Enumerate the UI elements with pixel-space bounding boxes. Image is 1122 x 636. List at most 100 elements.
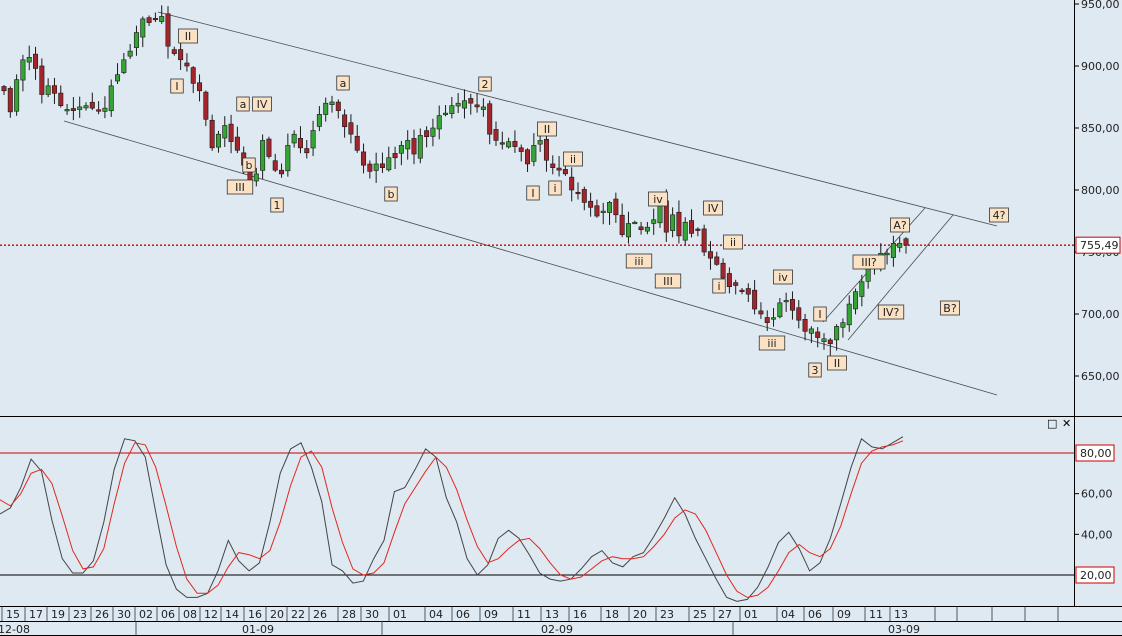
candle-body xyxy=(424,130,430,137)
osc-tick-label: 60,00 xyxy=(1081,488,1113,501)
day-label: 20 xyxy=(633,608,647,621)
day-label: 06 xyxy=(808,608,822,621)
wave-label-box xyxy=(852,254,886,270)
day-label: 12 xyxy=(204,608,218,621)
stochastic-panel: 60,00 40,00 80,00 20,00 xyxy=(0,418,1115,606)
stochastic-d-line xyxy=(0,440,904,598)
candle-body xyxy=(468,98,474,104)
candle-body xyxy=(670,214,676,231)
stochastic-plot-area xyxy=(0,418,1074,606)
candle-body xyxy=(821,338,827,342)
candle-body xyxy=(733,282,739,286)
wave-label: b xyxy=(388,188,395,201)
candle-body xyxy=(20,59,26,81)
wave-label: B? xyxy=(943,302,957,315)
candle-body xyxy=(70,108,76,111)
close-panel-icon[interactable]: ✕ xyxy=(1062,417,1072,430)
wave-label: iv xyxy=(653,193,663,206)
wave-label-box xyxy=(877,304,905,320)
wave-label-box xyxy=(236,96,250,112)
candle-body xyxy=(417,135,423,159)
day-label: 26 xyxy=(313,608,327,621)
candle-body xyxy=(461,100,467,109)
osc-tick-label: 40,00 xyxy=(1081,528,1113,541)
wave-label: IV xyxy=(708,202,719,215)
candle-body xyxy=(588,200,594,208)
candle-body xyxy=(234,136,240,151)
candle-body xyxy=(26,57,32,63)
wave-label-box xyxy=(703,200,723,216)
wave-label-box xyxy=(252,96,272,112)
wave-label: I xyxy=(818,308,821,321)
wave-label-box xyxy=(537,121,557,137)
candle-body xyxy=(619,214,625,235)
candle-body xyxy=(550,163,556,168)
price-tick-label: 900,00 xyxy=(1081,60,1120,73)
wave-label-box xyxy=(758,335,786,351)
candle-body xyxy=(222,125,228,139)
candle-body xyxy=(897,243,903,248)
day-label: 23 xyxy=(73,608,87,621)
candle-body xyxy=(512,141,518,147)
wave-label-box xyxy=(526,185,540,201)
day-label: 01 xyxy=(744,608,758,621)
osc-level-badge xyxy=(1075,566,1115,584)
candle-body xyxy=(651,219,657,224)
wave-label: iv xyxy=(778,271,788,284)
candle-body xyxy=(720,262,726,279)
candle-body xyxy=(64,109,70,112)
candle-body xyxy=(386,157,392,171)
candle-body xyxy=(342,114,348,128)
candle-body xyxy=(449,105,455,114)
wave-label: III xyxy=(235,181,245,194)
candle-body xyxy=(594,205,600,217)
candle-body xyxy=(758,310,764,315)
date-axis: 15 17 19 23 26 30 02 06 08 12 14 16 20 22 26 28 30 01 04 06… xyxy=(0,606,1122,636)
candle-body xyxy=(537,140,543,145)
wave-label: II xyxy=(834,357,841,370)
candle-body xyxy=(127,50,133,57)
price-tick-label: 700,00 xyxy=(1081,308,1120,321)
candle-body xyxy=(695,228,701,231)
candle-body xyxy=(846,303,852,326)
candle-body xyxy=(190,67,196,84)
osc-level-label: 80,00 xyxy=(1080,447,1112,460)
candle-body xyxy=(808,328,814,334)
candle-body xyxy=(499,142,505,145)
wave-label-box xyxy=(808,362,822,378)
candle-body xyxy=(348,122,354,135)
wave-label-box xyxy=(890,217,910,233)
day-label: 26 xyxy=(95,608,109,621)
candlesticks xyxy=(1,5,909,356)
candle-body xyxy=(771,317,777,320)
wave-label: i xyxy=(717,280,720,293)
channel-line xyxy=(847,214,954,341)
candle-body xyxy=(140,18,146,38)
candle-body xyxy=(682,221,688,241)
wave-label-box xyxy=(827,355,847,371)
candle-body xyxy=(834,326,840,341)
maximize-panel-icon[interactable]: □ xyxy=(1047,417,1058,430)
candle-body xyxy=(752,289,758,310)
wave-label-box xyxy=(625,253,653,269)
month-label: 02-09 xyxy=(541,623,573,636)
candle-body xyxy=(745,288,751,295)
candle-body xyxy=(215,133,221,148)
candle-body xyxy=(159,16,165,22)
wave-label-box xyxy=(178,28,198,44)
price-tick-label: 800,00 xyxy=(1081,184,1120,197)
candle-body xyxy=(266,138,272,157)
last-price-badge xyxy=(1075,236,1121,254)
candle-body xyxy=(714,256,720,265)
wave-label: IV xyxy=(257,98,268,111)
price-tick-label: 850,00 xyxy=(1081,122,1120,135)
candle-body xyxy=(777,302,783,318)
candle-body xyxy=(83,105,89,109)
month-label: 12-08 xyxy=(0,623,30,636)
wave-label-box xyxy=(548,180,562,196)
candle-body xyxy=(165,13,171,47)
candle-body xyxy=(96,109,102,112)
candle-body xyxy=(707,251,713,259)
